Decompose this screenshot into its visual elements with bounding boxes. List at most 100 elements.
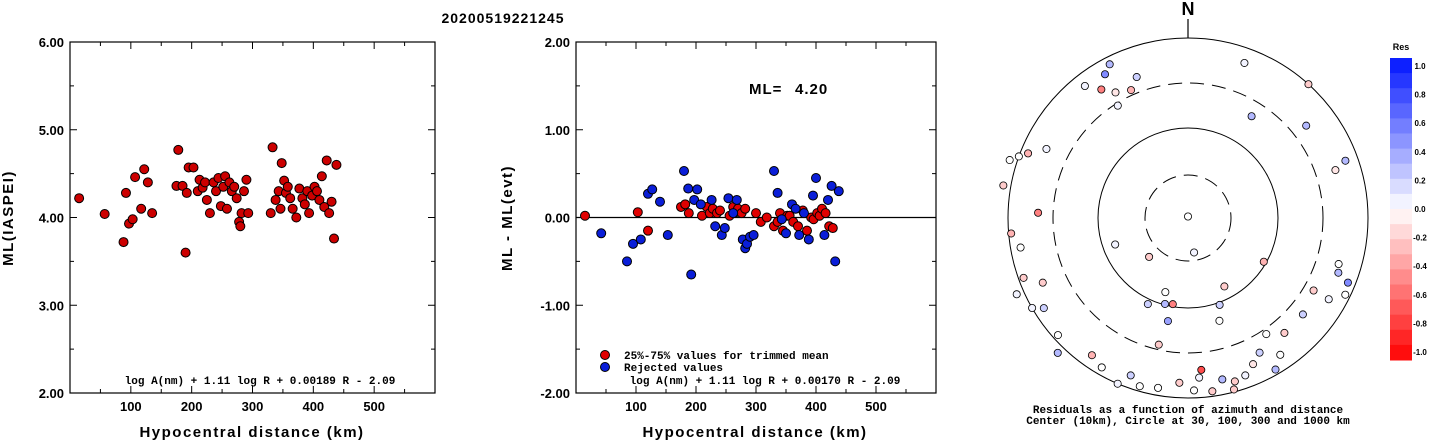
data-point [99,208,110,219]
colorbar-title: Res [1393,42,1410,52]
data-point [643,225,653,236]
station-residual-point [1334,268,1343,277]
station-residual-point [1220,282,1229,291]
data-point [715,205,725,216]
data-point [321,155,332,166]
data-point [147,208,158,219]
colorbar-cell [1390,269,1412,285]
data-point [794,230,805,241]
station-residual-point [1215,316,1224,325]
colorbar-cell [1390,299,1412,316]
residual-colorbar: Res 1.0 0.8 0.6 0.4 0.2 0.0 -0.2 -0.4 -0.6 -0.8 -1… [1390,42,1427,361]
colorbar-cell [1390,58,1412,74]
data-point [683,208,694,219]
station-residual-point [1215,300,1224,309]
station-residual-point [1175,378,1184,387]
station-residual-point [1341,156,1350,165]
x-tick-label: 100 [625,399,647,414]
data-point [299,199,310,210]
data-point [211,186,221,197]
station-residual-point [1154,340,1163,349]
data-point [686,269,697,280]
plot1-ylabel: ML(IASPEI) [0,170,17,266]
y-tick-label: -1.00 [540,298,570,313]
y-tick-label: 4.00 [39,211,64,226]
station-residual-point [1111,88,1120,97]
data-point [635,234,646,245]
station-residual-point [1280,328,1289,337]
station-residual-point [1080,82,1089,91]
station-residual-point [1197,365,1206,374]
data-point [238,186,249,197]
colorbar-cell [1390,148,1412,165]
data-point [830,256,841,267]
y-tick-label: 3.00 [39,298,64,313]
y-tick-label: 6.00 [39,35,64,50]
data-point [811,173,821,184]
data-point [719,223,730,234]
data-point [120,187,131,198]
data-point [632,207,643,218]
data-point [304,208,315,219]
station-residual-point [1039,304,1048,313]
colorbar-cell [1390,88,1412,104]
data-point [326,196,337,207]
colorbar-cell [1390,224,1412,240]
station-residual-point [1007,229,1016,238]
plot2-ylabel: ML - ML(evt) [499,165,516,271]
station-residual-point [1016,243,1025,252]
data-point [270,194,281,205]
north-label: N [1182,0,1195,19]
colorbar-cell [1390,344,1412,361]
data-point [282,181,293,192]
legend-label-trimmed: 25%-75% values for trimmed mean [624,351,829,363]
ring-100km [1097,127,1279,309]
station-residual-point [1053,331,1062,340]
data-point [662,230,673,241]
ml-value: 4.20 [795,81,828,98]
data-point [808,190,818,201]
station-residual-point [1014,152,1023,161]
residual-distance-plot: ML - ML(evt) Hypocentral distance (km) M… [499,35,937,441]
data-point [827,223,838,234]
data-point [769,165,779,176]
data-point [130,172,141,183]
station-residual-point [1024,149,1033,158]
data-point [790,203,801,214]
x-tick-label: 500 [363,399,385,414]
station-residual-point [1190,248,1199,257]
station-residual-point [1019,273,1028,282]
station-residual-point [1042,144,1051,153]
data-point [188,162,199,173]
station-residual-point [1208,387,1217,396]
colorbar-cell [1390,103,1412,119]
colorbar-cell [1390,209,1412,225]
station-residual-point [1034,208,1043,217]
colorbar-tick-label: -0.6 [1413,291,1427,300]
station-residual-point [1127,86,1136,95]
legend-marker-rejected [600,362,610,372]
station-residual-point [1005,156,1014,165]
ml-distance-plot: ML(IASPEI) Hypocentral distance (km) log… [0,35,436,441]
plot2-xlabel: Hypocentral distance (km) [642,424,867,441]
station-residual-point [1097,363,1106,372]
station-residual-point [1195,373,1204,382]
data-point [647,184,658,195]
station-residual-point [1249,360,1258,369]
station-residual-point [1161,288,1170,297]
data-point [142,177,153,188]
data-point [241,174,252,185]
station-residual-point [1012,290,1021,299]
data-point [127,214,138,225]
plot1-xlabel: Hypocentral distance (km) [139,424,364,441]
data-point [803,234,814,245]
station-residual-point [1271,365,1280,374]
data-point [748,230,759,241]
polar-caption-1: Residuals as a function of azimuth and d… [1033,405,1344,417]
event-title: 20200519221245 [441,10,564,26]
data-point [833,186,844,197]
x-tick-label: 200 [181,399,203,414]
data-point [287,203,298,214]
station-residual-point [1143,300,1152,309]
